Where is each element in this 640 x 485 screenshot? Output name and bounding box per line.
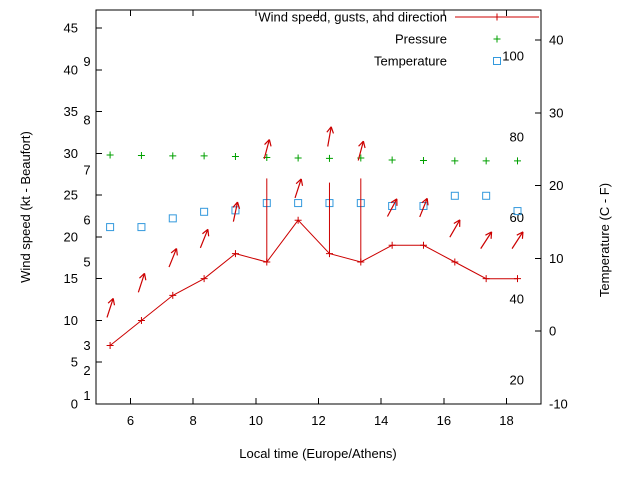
svg-text:0: 0 [71,397,78,412]
svg-text:10: 10 [64,313,78,328]
svg-text:25: 25 [64,188,78,203]
svg-text:30: 30 [549,105,563,120]
svg-text:40: 40 [510,292,524,307]
legend-label-wind: Wind speed, gusts, and direction [258,10,447,25]
svg-text:10: 10 [549,251,563,266]
svg-text:30: 30 [64,146,78,161]
legend-label-temperature: Temperature [374,54,447,69]
svg-text:10: 10 [249,413,263,428]
svg-text:12: 12 [311,413,325,428]
svg-text:7: 7 [83,163,90,178]
svg-text:20: 20 [510,372,524,387]
y2-axis-title: Temperature (C - F) [597,183,612,297]
svg-text:40: 40 [549,32,563,47]
svg-text:40: 40 [64,62,78,77]
svg-text:5: 5 [71,355,78,370]
legend-label-pressure: Pressure [395,32,447,47]
x-axis-title: Local time (Europe/Athens) [239,446,397,461]
svg-text:1: 1 [83,388,90,403]
y-axis-title: Wind speed (kt - Beaufort) [18,131,33,283]
svg-text:60: 60 [510,210,524,225]
svg-text:35: 35 [64,104,78,119]
svg-text:6: 6 [127,413,134,428]
svg-text:20: 20 [549,178,563,193]
svg-text:14: 14 [374,413,388,428]
svg-text:6: 6 [83,213,90,228]
svg-text:3: 3 [83,338,90,353]
svg-text:16: 16 [437,413,451,428]
svg-text:2: 2 [83,363,90,378]
svg-text:80: 80 [510,129,524,144]
svg-text:100: 100 [502,49,524,64]
svg-text:9: 9 [83,54,90,69]
svg-text:45: 45 [64,21,78,36]
svg-text:0: 0 [549,324,556,339]
svg-text:18: 18 [499,413,513,428]
svg-text:-10: -10 [549,397,568,412]
svg-text:8: 8 [190,413,197,428]
svg-text:8: 8 [83,112,90,127]
svg-text:20: 20 [64,229,78,244]
svg-text:15: 15 [64,271,78,286]
svg-text:5: 5 [83,254,90,269]
